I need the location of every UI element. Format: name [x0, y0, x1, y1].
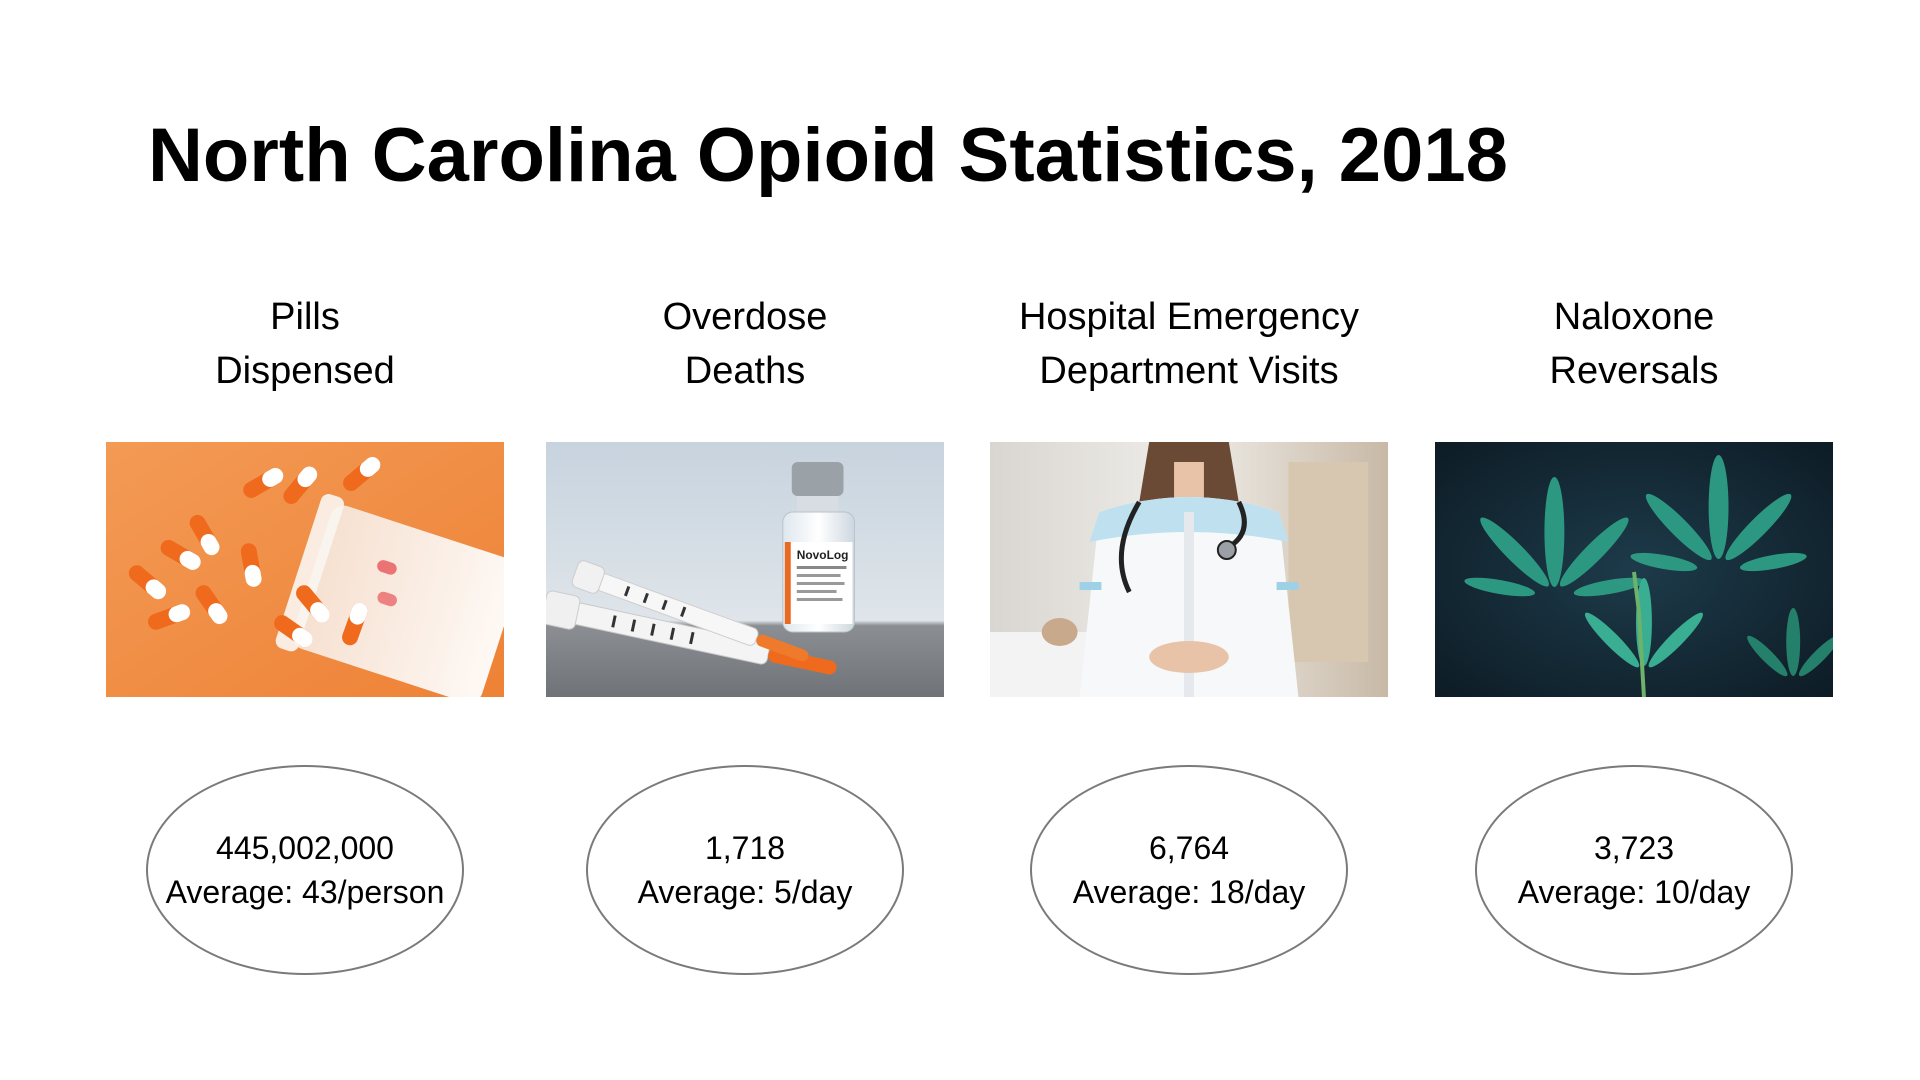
stat-ellipse: 6,764 Average: 18/day — [1030, 765, 1348, 975]
stat-ellipse: 1,718 Average: 5/day — [586, 765, 904, 975]
column-title: Hospital Emergency Department Visits — [989, 290, 1389, 410]
vial-label: NovoLog — [797, 548, 849, 562]
column-title: Naloxone Reversals — [1434, 290, 1834, 410]
slide-title: North Carolina Opioid Statistics, 2018 — [148, 113, 1508, 198]
column-title: Overdose Deaths — [545, 290, 945, 410]
column-title-line1: Hospital Emergency — [1018, 296, 1360, 338]
stat-value: 1,718 — [704, 830, 786, 866]
pills-image — [106, 442, 504, 697]
vial-photo: NovoLog — [546, 442, 944, 697]
nurse-photo — [990, 442, 1388, 697]
stat-column-naloxone: Naloxone Reversals — [1434, 290, 1834, 975]
stat-value: 3,723 — [1593, 830, 1675, 866]
stat-average: Average: 18/day — [1072, 874, 1306, 910]
stat-ellipse: 3,723 Average: 10/day — [1475, 765, 1793, 975]
leaves-photo — [1435, 442, 1833, 697]
stat-average: Average: 43/person — [165, 874, 445, 910]
column-title-line1: Overdose — [662, 296, 828, 338]
stat-column-ed-visits: Hospital Emergency Department Visits — [989, 290, 1389, 975]
column-title-line2: Reversals — [1549, 350, 1719, 392]
stat-average: Average: 10/day — [1517, 874, 1751, 910]
leaves-image — [1435, 442, 1833, 697]
pills-photo — [106, 442, 504, 697]
column-title-line2: Deaths — [684, 350, 806, 392]
column-title-line2: Dispensed — [215, 350, 395, 392]
stat-column-overdose: Overdose Deaths — [545, 290, 945, 975]
vial-syringe-image: NovoLog — [546, 442, 944, 697]
column-title-line2: Department Visits — [1039, 350, 1339, 392]
column-title-line1: Naloxone — [1553, 296, 1715, 338]
stat-ellipse: 445,002,000 Average: 43/person — [146, 765, 464, 975]
stat-column-pills: Pills Dispensed — [105, 290, 505, 975]
stat-value: 445,002,000 — [216, 830, 394, 866]
column-title-line1: Pills — [270, 296, 340, 338]
nurse-image — [990, 442, 1388, 697]
column-title: Pills Dispensed — [105, 290, 505, 410]
stat-value: 6,764 — [1148, 830, 1230, 866]
stat-average: Average: 5/day — [637, 874, 853, 910]
